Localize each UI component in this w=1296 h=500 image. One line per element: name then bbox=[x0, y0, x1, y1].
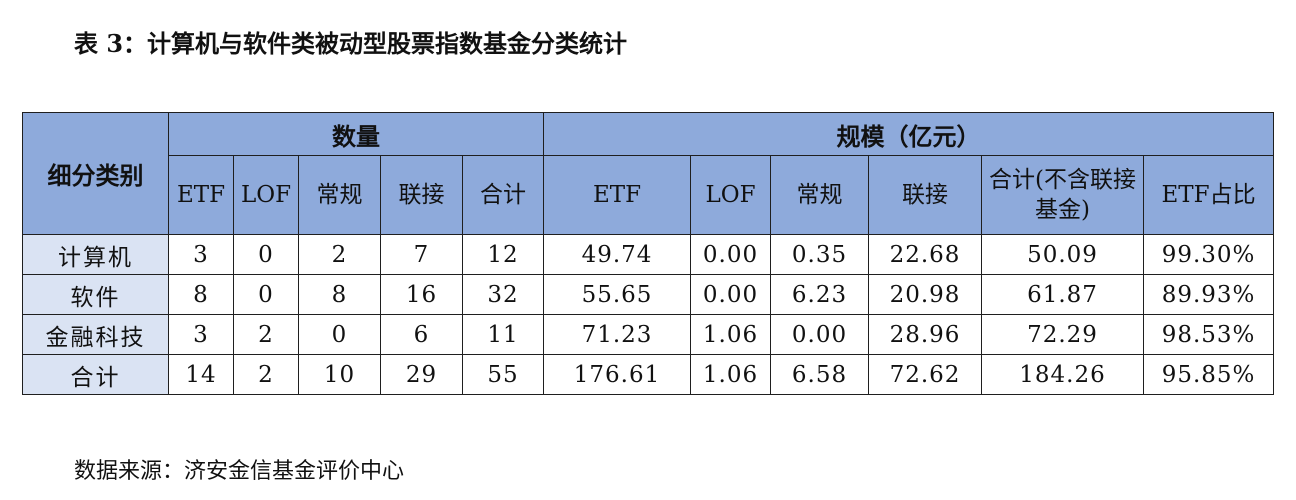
header-cell: 常规 bbox=[298, 155, 381, 235]
header-cell: 合计 bbox=[461, 155, 545, 235]
cell: 55.65 bbox=[543, 274, 692, 315]
cell: 0.00 bbox=[690, 234, 772, 275]
cell: 14 bbox=[168, 354, 234, 395]
source-note: 数据来源：济安金信基金评价中心 bbox=[74, 459, 405, 484]
cell: 22.68 bbox=[868, 234, 983, 275]
cell: 8 bbox=[298, 274, 381, 315]
cell: 29 bbox=[380, 354, 463, 395]
cell: 0.35 bbox=[770, 234, 870, 275]
cell: 0.00 bbox=[770, 314, 870, 355]
header-cell: 数量 bbox=[167, 112, 545, 156]
cell: 8 bbox=[168, 274, 234, 315]
header-cell: LOF bbox=[233, 155, 299, 235]
group-header-row: 细分类别 数量 规模（亿元） bbox=[22, 112, 1275, 235]
cell: 3 bbox=[168, 234, 234, 275]
cell: 16 bbox=[380, 274, 463, 315]
cell: 72.62 bbox=[868, 354, 983, 395]
table-body: 计算机 3 0 2 7 12 49.74 0.00 0.35 22.68 50.09 99.30% 软件… bbox=[22, 234, 1275, 395]
header-cell: ETF bbox=[168, 155, 234, 235]
table-row: 计算机 3 0 2 7 12 49.74 0.00 0.35 22.68 50.09 99.30% bbox=[22, 234, 1275, 275]
row-label: 软件 bbox=[22, 274, 169, 315]
cell: 98.53% bbox=[1143, 314, 1275, 355]
header-cell: 常规 bbox=[770, 155, 870, 235]
table-row: 合计 14 2 10 29 55 176.61 1.06 6.58 72.62 184.26 95.8… bbox=[22, 354, 1275, 395]
header-cell: 规模（亿元） bbox=[543, 112, 1275, 156]
cell: 0.00 bbox=[690, 274, 772, 315]
cell: 32 bbox=[461, 274, 545, 315]
cell: 61.87 bbox=[981, 274, 1145, 315]
header-cell: ETF bbox=[543, 155, 692, 235]
cell: 1.06 bbox=[690, 314, 772, 355]
cell: 72.29 bbox=[981, 314, 1145, 355]
cell: 10 bbox=[298, 354, 381, 395]
header-cell: 细分类别 bbox=[22, 112, 169, 235]
cell: 6.58 bbox=[770, 354, 870, 395]
header-cell: 联接 bbox=[868, 155, 983, 235]
cell: 55 bbox=[461, 354, 545, 395]
cell: 0 bbox=[233, 234, 299, 275]
cell: 50.09 bbox=[981, 234, 1145, 275]
cell: 20.98 bbox=[868, 274, 983, 315]
cell: 176.61 bbox=[543, 354, 692, 395]
cell: 28.96 bbox=[868, 314, 983, 355]
row-label: 合计 bbox=[22, 354, 169, 395]
table-title: 表 3：计算机与软件类被动型股票指数基金分类统计 bbox=[74, 29, 628, 58]
cell: 89.93% bbox=[1143, 274, 1275, 315]
cell: 6 bbox=[380, 314, 463, 355]
cell: 12 bbox=[461, 234, 545, 275]
cell: 7 bbox=[380, 234, 463, 275]
cell: 1.06 bbox=[690, 354, 772, 395]
row-label: 计算机 bbox=[22, 234, 169, 275]
cell: 184.26 bbox=[981, 354, 1145, 395]
cell: 11 bbox=[461, 314, 545, 355]
cell: 49.74 bbox=[543, 234, 692, 275]
cell: 0 bbox=[298, 314, 381, 355]
sub-header-row: ETF LOF 常规 联接 合计 ETF LOF 常规 联接 合计(不含联接基金) ETF占比 bbox=[23, 155, 1275, 235]
header-cell: LOF bbox=[690, 155, 772, 235]
cell: 2 bbox=[298, 234, 381, 275]
header-cell: 合计(不含联接基金) bbox=[981, 155, 1145, 235]
cell: 2 bbox=[233, 314, 299, 355]
cell: 2 bbox=[233, 354, 299, 395]
cell: 99.30% bbox=[1143, 234, 1275, 275]
table-row: 软件 8 0 8 16 32 55.65 0.00 6.23 20.98 61.87 89.93% bbox=[22, 274, 1275, 315]
cell: 3 bbox=[168, 314, 234, 355]
header-cell: 联接 bbox=[380, 155, 463, 235]
row-label: 金融科技 bbox=[22, 314, 169, 355]
header-cell: ETF占比 bbox=[1143, 155, 1275, 235]
table-row: 金融科技 3 2 0 6 11 71.23 1.06 0.00 28.96 72.29 98.53% bbox=[22, 314, 1275, 355]
cell: 71.23 bbox=[543, 314, 692, 355]
cell: 95.85% bbox=[1143, 354, 1275, 395]
cell: 6.23 bbox=[770, 274, 870, 315]
cell: 0 bbox=[233, 274, 299, 315]
data-table: 细分类别 数量 规模（亿元） ETF LOF 常规 联接 合计 ETF LOF 常规 联接 合计(… bbox=[22, 112, 1275, 395]
